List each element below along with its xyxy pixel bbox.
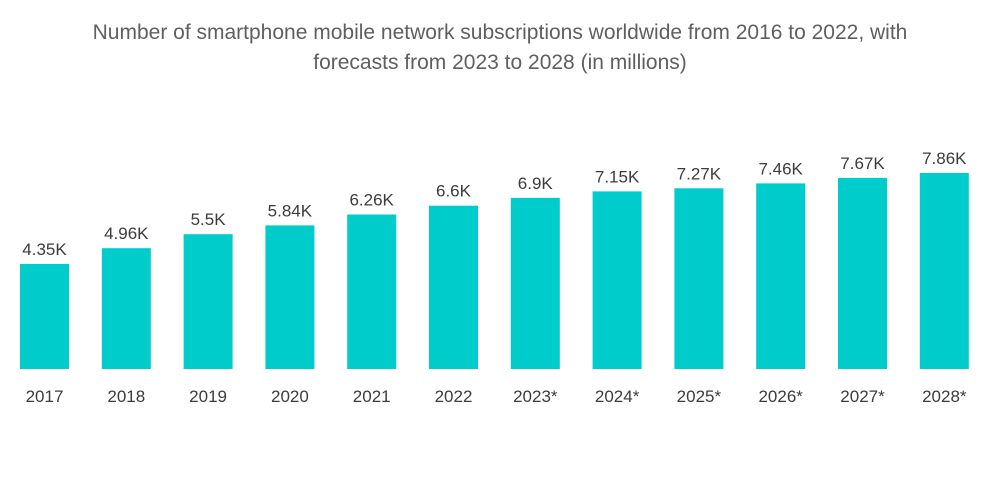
bar-2019 bbox=[183, 234, 233, 369]
data-label-2027-forecast: 7.67K bbox=[840, 154, 885, 173]
data-label-2021: 6.26K bbox=[349, 191, 394, 210]
tick-label-2024-forecast: 2024* bbox=[595, 387, 640, 406]
chart-title-line-1: Number of smartphone mobile network subs… bbox=[92, 21, 908, 44]
data-label-2022: 6.6K bbox=[436, 182, 472, 201]
tick-label-2023-forecast: 2023* bbox=[513, 387, 558, 406]
bar-2023-forecast bbox=[510, 197, 560, 369]
tick-label-2021: 2021 bbox=[353, 387, 391, 406]
chart-title: Number of smartphone mobile network subs… bbox=[0, 18, 1000, 78]
tick-label-2018: 2018 bbox=[107, 387, 145, 406]
tick-label-2026-forecast: 2026* bbox=[758, 387, 803, 406]
bar-2017 bbox=[20, 264, 69, 369]
tick-label-2019: 2019 bbox=[189, 387, 227, 406]
bar-2021 bbox=[347, 214, 397, 369]
data-label-2028-forecast: 7.86K bbox=[922, 149, 967, 168]
bar-2022 bbox=[429, 205, 478, 369]
bar-2020 bbox=[265, 225, 315, 369]
bar-2025-forecast bbox=[674, 188, 724, 369]
chart-title-line-2: forecasts from 2023 to 2028 (in millions… bbox=[313, 51, 687, 74]
tick-label-2022: 2022 bbox=[435, 387, 473, 406]
data-label-2024-forecast: 7.15K bbox=[595, 167, 640, 186]
data-label-2018: 4.96K bbox=[104, 224, 149, 243]
data-label-2020: 5.84K bbox=[268, 201, 313, 220]
data-label-2019: 5.5K bbox=[191, 210, 227, 229]
bar-2024-forecast bbox=[592, 191, 642, 369]
bar-2026-forecast bbox=[756, 183, 806, 369]
tick-label-2020: 2020 bbox=[271, 387, 309, 406]
data-label-2026-forecast: 7.46K bbox=[758, 159, 803, 178]
data-label-2025-forecast: 7.27K bbox=[677, 164, 722, 183]
bar-2018 bbox=[101, 248, 151, 369]
data-label-2017: 4.35K bbox=[22, 240, 67, 259]
tick-label-2025-forecast: 2025* bbox=[677, 387, 722, 406]
bar-2028-forecast bbox=[919, 173, 969, 369]
data-label-2023-forecast: 6.9K bbox=[518, 174, 554, 193]
tick-label-2027-forecast: 2027* bbox=[840, 387, 885, 406]
tick-label-2017: 2017 bbox=[26, 387, 64, 406]
tick-label-2028-forecast: 2028* bbox=[922, 387, 967, 406]
bar-2027-forecast bbox=[838, 177, 887, 369]
